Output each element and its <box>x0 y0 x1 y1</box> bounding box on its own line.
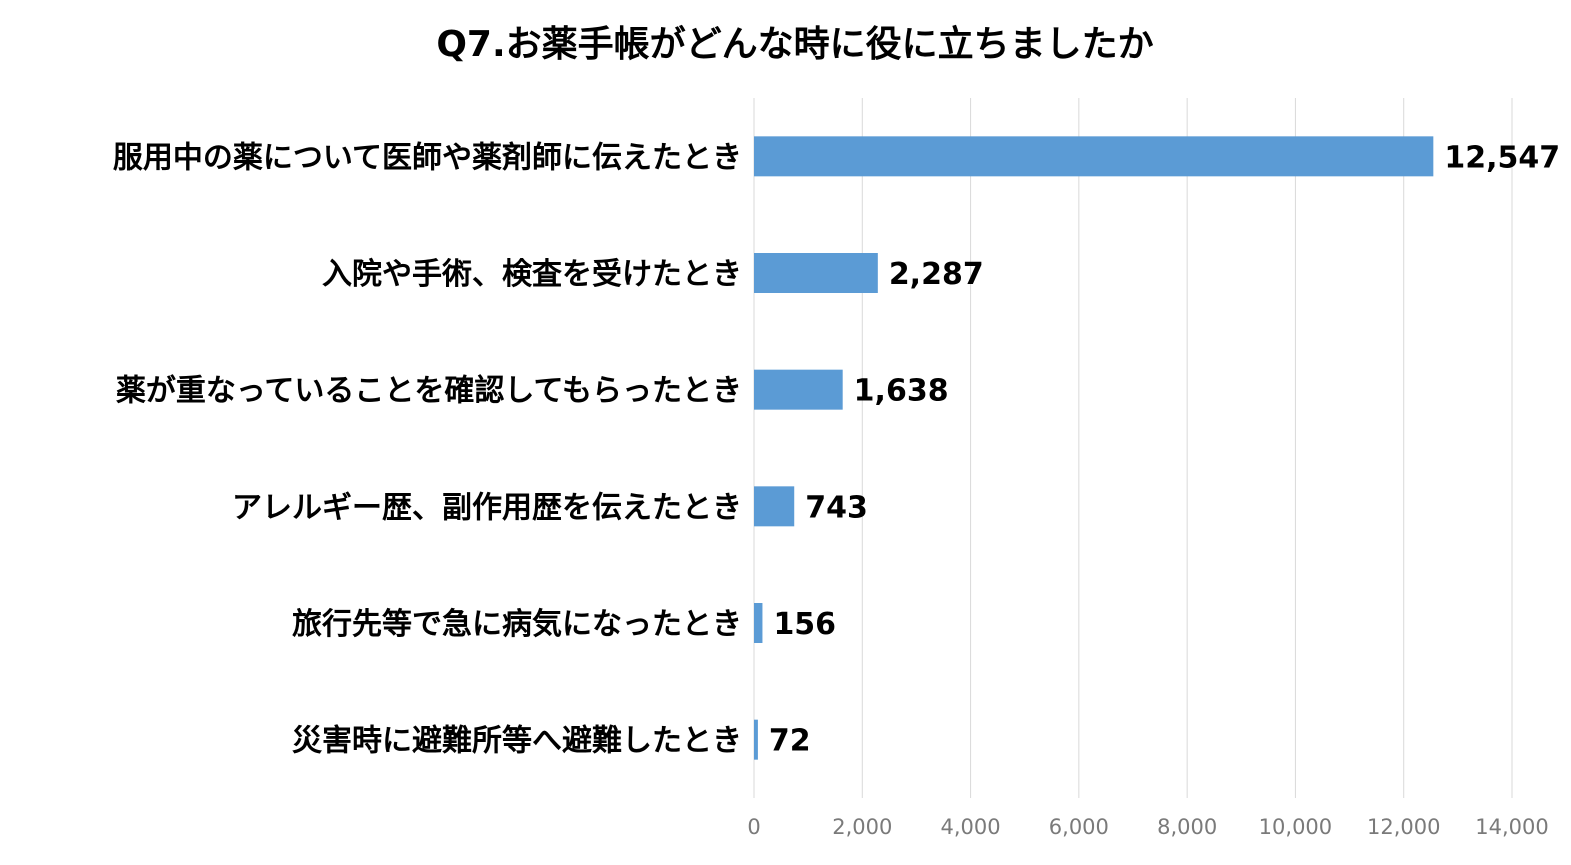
data-label: 2,287 <box>889 257 984 292</box>
category-label: 旅行先等で急に病気になったとき <box>292 607 742 642</box>
category-label: 入院や手術、検査を受けたとき <box>322 257 742 292</box>
category-labels: 服用中の薬について医師や薬剤師に伝えたとき入院や手術、検査を受けたとき薬が重なっ… <box>113 140 742 758</box>
x-axis-tick-labels: 0 2,000 4,000 6,000 8,000 10,000 12,000 14,000 <box>747 815 1548 839</box>
bar <box>754 369 843 410</box>
data-label: 743 <box>805 490 868 525</box>
x-tick-label: 12,000 <box>1367 815 1440 839</box>
x-tick-label: 4,000 <box>941 815 1001 839</box>
x-tick-label: 6,000 <box>1049 815 1109 839</box>
data-label: 72 <box>769 724 811 759</box>
data-labels: 12,547 2,287 1,638 743 156 72 <box>769 140 1560 758</box>
x-tick-label: 8,000 <box>1157 815 1217 839</box>
bars <box>754 136 1434 760</box>
category-label: 薬が重なっていることを確認してもらったとき <box>116 374 742 409</box>
bar <box>754 603 763 643</box>
data-label: 12,547 <box>1444 140 1560 175</box>
x-tick-label: 2,000 <box>832 815 892 839</box>
chart-title: Q7.お薬手帳がどんな時に役に立ちましたか <box>436 24 1153 65</box>
bar <box>754 486 795 527</box>
category-label: アレルギー歴、副作用歴を伝えたとき <box>232 490 742 525</box>
x-tick-label: 10,000 <box>1259 815 1332 839</box>
bar <box>754 136 1434 177</box>
data-label: 156 <box>773 607 836 642</box>
category-label: 服用中の薬について医師や薬剤師に伝えたとき <box>113 140 742 175</box>
category-label: 災害時に避難所等へ避難したとき <box>292 724 742 759</box>
data-label: 1,638 <box>854 374 949 409</box>
bar <box>754 719 758 760</box>
x-tick-label: 0 <box>747 815 760 839</box>
x-tick-label: 14,000 <box>1475 815 1548 839</box>
gridlines <box>753 98 1513 798</box>
bar <box>754 253 878 293</box>
